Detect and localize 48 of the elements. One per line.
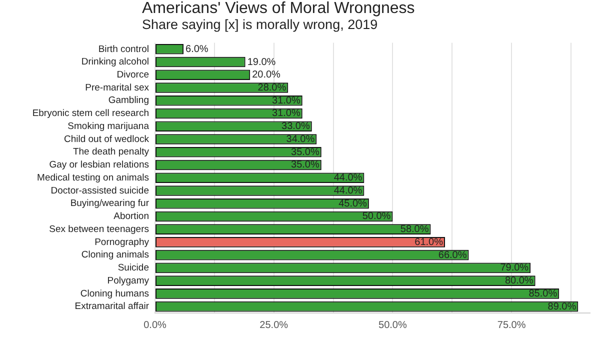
data-label: 58.0% (400, 224, 429, 236)
y-tick-label: Child out of wedlock (64, 134, 150, 145)
chart-title: Americans' Views of Moral Wrongness (142, 0, 415, 18)
y-tick-label: Pre-marital sex (85, 82, 150, 94)
data-label: 45.0% (338, 198, 368, 210)
y-tick-label: Birth control (98, 44, 149, 55)
data-label: 28.0% (258, 82, 286, 94)
y-tick-label: Ebryonic stem cell research (32, 108, 149, 120)
x-tick-label: 75.0% (497, 320, 526, 331)
data-label: 66.0% (438, 250, 467, 261)
data-label: 6.0% (186, 44, 208, 55)
y-tick-label: Cloning humans (80, 288, 150, 300)
y-tick-label: Smoking marijuana (68, 120, 150, 132)
data-label: 44.0% (334, 185, 362, 196)
y-tick-label: Cloning animals (81, 250, 150, 261)
y-tick-label: Buying/wearing fur (70, 198, 149, 210)
data-label: 80.0% (504, 276, 534, 287)
data-label: 35.0% (291, 146, 320, 158)
y-tick-label: Drinking alcohol (81, 56, 149, 68)
x-tick-label: 0.0% (144, 320, 167, 331)
x-tick-label: 25.0% (260, 320, 288, 331)
y-tick-label: Polygamy (107, 275, 150, 286)
data-label: 33.0% (282, 121, 310, 132)
data-label: 31.0% (272, 108, 300, 120)
data-label: 34.0% (286, 134, 315, 145)
y-tick-label: The death penalty (72, 146, 150, 158)
chart-subtitle: Share saying [x] is morally wrong, 2019 (142, 17, 378, 32)
data-label: 20.0% (252, 70, 281, 81)
data-label: 50.0% (362, 211, 391, 222)
y-tick-label: Medical testing on animals (37, 172, 150, 184)
y-tick-label: Abortion (114, 211, 149, 222)
y-tick-label: Doctor-assisted suicide (50, 185, 149, 196)
y-tick-label: Sex between teenagers (49, 224, 150, 235)
y-tick-label: Gambling (108, 95, 149, 106)
data-label: 61.0% (414, 236, 444, 248)
data-label: 19.0% (247, 56, 276, 68)
y-tick-label: Suicide (118, 262, 149, 274)
y-tick-label: Pornography (94, 236, 150, 248)
x-tick-label: 50.0% (378, 320, 407, 331)
y-tick-label: Gay or lesbian relations (49, 160, 150, 171)
data-label: 79.0% (500, 262, 529, 274)
y-tick-label: Extramarital affair (74, 301, 149, 312)
data-label: 31.0% (272, 95, 300, 106)
data-label: 44.0% (334, 172, 362, 184)
y-tick-label: Divorce (116, 70, 149, 81)
data-label: 89.0% (548, 301, 576, 312)
data-label: 85.0% (528, 288, 558, 300)
data-label: 35.0% (291, 160, 320, 171)
